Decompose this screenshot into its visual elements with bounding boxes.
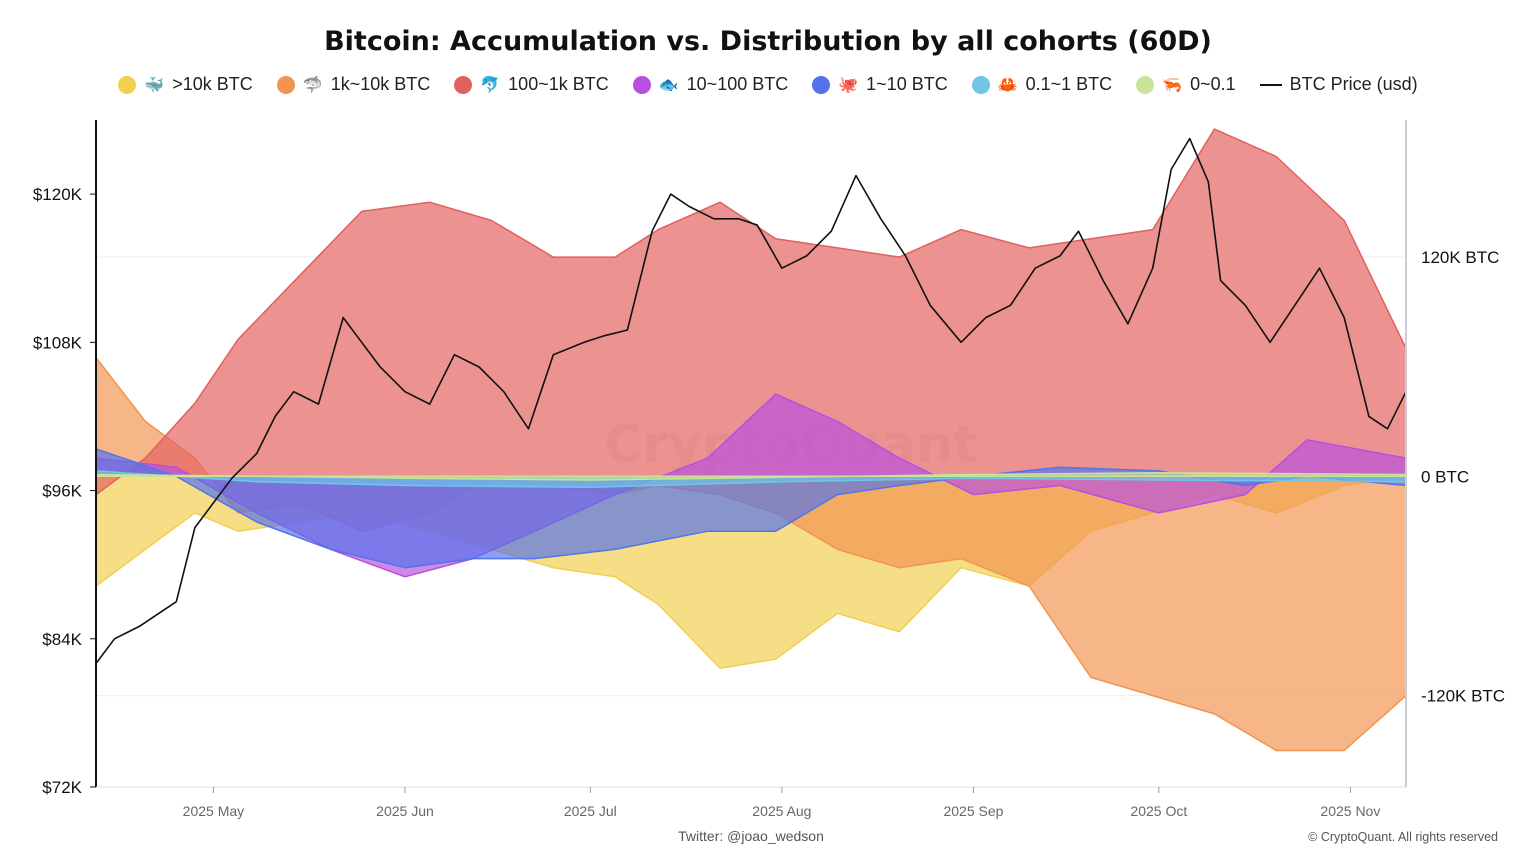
whale-icon: 🐳 bbox=[144, 76, 165, 94]
octopus-icon: 🐙 bbox=[838, 76, 859, 94]
legend-label-100-1k: 100~1k BTC bbox=[508, 74, 609, 94]
x-tick-label: 2025 Sep bbox=[943, 803, 1003, 819]
legend-swatch-01-1 bbox=[971, 75, 990, 94]
x-tick-label: 2025 Nov bbox=[1320, 803, 1380, 819]
x-tick-label: 2025 Jul bbox=[564, 803, 617, 819]
legend-item-0-01[interactable]: 🦐 0~0.1 bbox=[1136, 74, 1236, 95]
legend-item-price[interactable]: BTC Price (usd) bbox=[1259, 74, 1418, 95]
footer-twitter: Twitter: @joao_wedson bbox=[678, 828, 824, 844]
legend-item-100-1k[interactable]: 🐬 100~1k BTC bbox=[454, 74, 609, 95]
legend-item-1k-10k[interactable]: 🦈 1k~10k BTC bbox=[276, 74, 431, 95]
legend-label-1k-10k: 1k~10k BTC bbox=[330, 74, 431, 94]
shark-icon: 🦈 bbox=[302, 76, 323, 94]
x-tick-label: 2025 May bbox=[183, 803, 244, 819]
legend-swatch-1-10 bbox=[812, 75, 831, 94]
legend-swatch-100-1k bbox=[454, 75, 473, 94]
crab-icon: 🦀 bbox=[997, 76, 1018, 94]
y-right-tick-label: -120K BTC bbox=[1421, 687, 1505, 706]
legend-swatch-0-01 bbox=[1136, 75, 1155, 94]
legend-label-price: BTC Price (usd) bbox=[1289, 74, 1418, 94]
legend-swatch-10-100 bbox=[632, 75, 651, 94]
footer-copyright: © CryptoQuant. All rights reserved bbox=[1308, 830, 1498, 844]
legend-swatch-price bbox=[1259, 83, 1282, 86]
legend-label-10-100: 10~100 BTC bbox=[686, 74, 789, 94]
y-left-tick-label: $72K bbox=[42, 778, 82, 797]
y-left-tick-label: $96K bbox=[42, 482, 82, 501]
legend: 🐳 >10k BTC 🦈 1k~10k BTC 🐬 100~1k BTC 🐟 1… bbox=[0, 74, 1536, 95]
legend-item-10-100[interactable]: 🐟 10~100 BTC bbox=[632, 74, 789, 95]
legend-item-01-1[interactable]: 🦀 0.1~1 BTC bbox=[971, 74, 1113, 95]
area-h100_1k bbox=[95, 128, 1407, 496]
fish-icon: 🐟 bbox=[658, 76, 679, 94]
x-tick-label: 2025 Aug bbox=[752, 803, 811, 819]
legend-label-01-1: 0.1~1 BTC bbox=[1025, 74, 1113, 94]
legend-label-1-10: 1~10 BTC bbox=[866, 74, 948, 94]
y-left-tick-label: $108K bbox=[33, 333, 83, 352]
btc-price-line bbox=[95, 137, 1407, 664]
dolphin-icon: 🐬 bbox=[480, 76, 501, 94]
chart-title: Bitcoin: Accumulation vs. Distribution b… bbox=[324, 26, 1212, 57]
x-tick-label: 2025 Oct bbox=[1130, 803, 1187, 819]
legend-item-gt10k[interactable]: 🐳 >10k BTC bbox=[118, 74, 253, 95]
y-right-tick-label: 0 BTC bbox=[1421, 467, 1469, 486]
legend-swatch-1k-10k bbox=[276, 75, 295, 94]
legend-item-1-10[interactable]: 🐙 1~10 BTC bbox=[812, 74, 948, 95]
y-left-tick-label: $120K bbox=[33, 185, 83, 204]
x-tick-label: 2025 Jun bbox=[376, 803, 434, 819]
y-left-tick-label: $84K bbox=[42, 630, 82, 649]
legend-label-gt10k: >10k BTC bbox=[172, 74, 253, 94]
legend-label-0-01: 0~0.1 bbox=[1190, 74, 1236, 94]
shrimp-icon: 🦐 bbox=[1162, 76, 1183, 94]
legend-swatch-gt10k bbox=[118, 75, 137, 94]
y-right-tick-label: 120K BTC bbox=[1421, 248, 1499, 267]
